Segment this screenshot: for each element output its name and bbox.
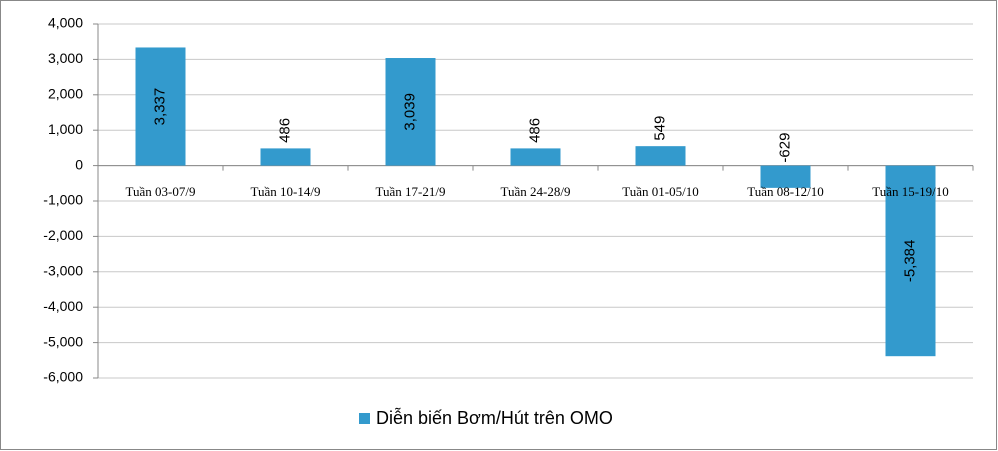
y-tick-label: 2,000: [48, 86, 83, 102]
bar: [510, 148, 561, 166]
x-tick-label: Tuần 01-05/10: [622, 184, 698, 199]
y-tick-label: 3,000: [48, 50, 83, 66]
bar: [885, 165, 936, 357]
y-tick-label: -3,000: [43, 263, 83, 279]
value-label: 3,337: [151, 88, 168, 126]
y-tick-label: 1,000: [48, 121, 83, 137]
value-label: -629: [776, 133, 793, 163]
value-label: 549: [651, 116, 668, 141]
value-label: 3,039: [401, 93, 418, 131]
y-tick-label: 0: [75, 156, 83, 172]
legend-label: Diễn biến Bơm/Hút trên OMO: [376, 407, 613, 428]
x-tick-label: Tuần 17-21/9: [376, 184, 446, 199]
x-tick-label: Tuần 15-19/10: [872, 184, 948, 199]
value-label: 486: [526, 118, 543, 143]
x-tick-label: Tuần 10-14/9: [251, 184, 321, 199]
bar: [760, 165, 811, 188]
y-tick-label: -6,000: [43, 369, 83, 385]
bar: [385, 58, 436, 166]
y-tick-label: -5,000: [43, 333, 83, 349]
y-tick-label: 4,000: [48, 15, 83, 31]
y-tick-label: -4,000: [43, 298, 83, 314]
bar: [260, 148, 311, 166]
value-label: 486: [276, 118, 293, 143]
y-tick-label: -1,000: [43, 192, 83, 208]
x-tick-label: Tuần 24-28/9: [501, 184, 571, 199]
legend-swatch: [359, 413, 370, 424]
bar: [635, 146, 686, 166]
x-tick-label: Tuần 03-07/9: [126, 184, 196, 199]
y-tick-label: -2,000: [43, 227, 83, 243]
bar: [135, 47, 186, 166]
value-label: -5,384: [901, 240, 918, 283]
x-tick-label: Tuần 08-12/10: [747, 184, 823, 199]
